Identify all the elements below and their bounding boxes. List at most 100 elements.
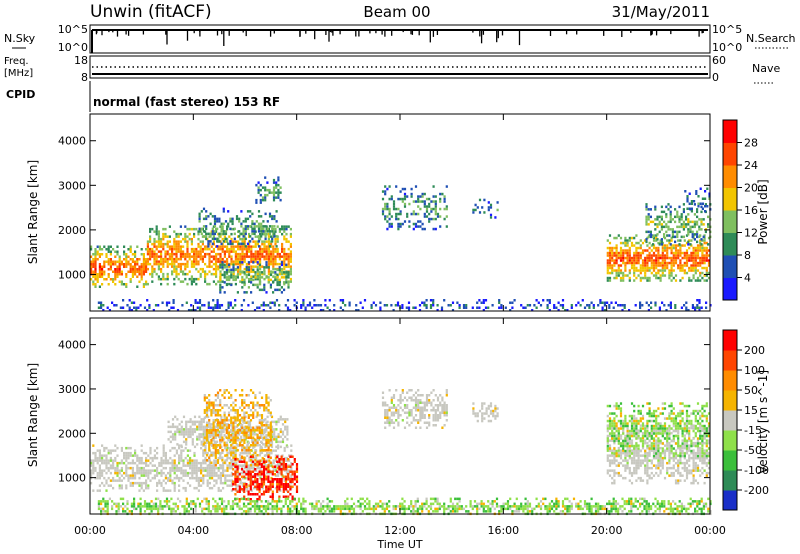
- heatmap-cell: [245, 429, 248, 432]
- heatmap-cell: [264, 225, 267, 228]
- heatmap-cell: [645, 238, 648, 241]
- heatmap-cell: [678, 218, 681, 221]
- heatmap-cell: [276, 478, 279, 481]
- heatmap-cell: [129, 484, 132, 487]
- heatmap-cell: [256, 441, 259, 444]
- heatmap-cell: [200, 471, 203, 475]
- heatmap-cell: [279, 428, 282, 431]
- heatmap-cell: [198, 299, 202, 302]
- heatmap-cell: [291, 498, 294, 501]
- heatmap-cell: [225, 389, 228, 392]
- heatmap-cell: [384, 411, 387, 414]
- heatmap-cell: [289, 252, 292, 256]
- heatmap-cell: [421, 301, 424, 304]
- heatmap-cell: [155, 227, 158, 231]
- heatmap-cell: [705, 249, 708, 252]
- heatmap-cell: [149, 255, 152, 258]
- heatmap-cell: [211, 215, 214, 218]
- heatmap-cell: [252, 257, 255, 261]
- heatmap-cell: [268, 191, 271, 194]
- heatmap-cell: [195, 267, 198, 271]
- heatmap-cell: [396, 301, 400, 304]
- heatmap-cell: [191, 430, 194, 434]
- heatmap-cell: [135, 309, 138, 312]
- heatmap-cell: [123, 476, 126, 480]
- heatmap-cell: [674, 304, 677, 307]
- heatmap-cell: [219, 426, 222, 429]
- heatmap-cell: [287, 260, 290, 263]
- heatmap-cell: [164, 476, 167, 480]
- heatmap-cell: [134, 263, 137, 266]
- heatmap-cell: [652, 269, 656, 272]
- heatmap-cell: [185, 440, 188, 444]
- heatmap-cell: [267, 465, 270, 468]
- heatmap-cell: [439, 401, 442, 404]
- heatmap-cell: [249, 426, 253, 429]
- heatmap-cell: [419, 225, 422, 228]
- heatmap-cell: [273, 232, 276, 236]
- heatmap-cell: [123, 454, 126, 457]
- heatmap-cell: [173, 461, 176, 465]
- heatmap-cell: [443, 197, 446, 201]
- heatmap-cell: [250, 461, 253, 465]
- heatmap-cell: [180, 459, 183, 462]
- heatmap-cell: [166, 277, 169, 281]
- heatmap-cell: [694, 279, 697, 282]
- heatmap-cell: [648, 251, 651, 255]
- heatmap-cell: [359, 301, 362, 304]
- heatmap-cell: [445, 391, 448, 394]
- heatmap-cell: [145, 265, 148, 268]
- colorbar-tick-label: 12: [744, 227, 758, 240]
- colorbar-swatch: [723, 120, 737, 143]
- heatmap-cell: [174, 415, 177, 419]
- nsky-axis-top: 10^5: [58, 23, 88, 36]
- heatmap-cell: [224, 474, 227, 477]
- heatmap-cell: [146, 252, 149, 256]
- heatmap-cell: [619, 259, 623, 262]
- heatmap-cell: [429, 304, 433, 307]
- heatmap-cell: [601, 309, 604, 312]
- heatmap-cell: [239, 245, 242, 248]
- heatmap-cell: [403, 406, 407, 409]
- heatmap-cell: [272, 262, 275, 266]
- heatmap-cell: [276, 455, 279, 458]
- heatmap-cell: [630, 236, 634, 240]
- heatmap-cell: [647, 213, 650, 216]
- heatmap-cell: [247, 304, 250, 307]
- heatmap-cell: [481, 206, 484, 209]
- heatmap-cell: [295, 463, 299, 466]
- heatmap-cell: [204, 446, 207, 450]
- heatmap-cell: [120, 466, 123, 470]
- heatmap-cell: [687, 230, 690, 234]
- heatmap-cell: [143, 306, 147, 309]
- heatmap-cell: [647, 218, 650, 221]
- heatmap-cell: [290, 444, 293, 447]
- heatmap-cell: [504, 306, 507, 309]
- heatmap-cell: [100, 304, 103, 307]
- heatmap-cell: [281, 267, 284, 271]
- heatmap-cell: [267, 490, 270, 493]
- heatmap-cell: [120, 446, 123, 450]
- heatmap-cell: [458, 304, 461, 307]
- heatmap-cell: [116, 253, 119, 256]
- heatmap-cell: [217, 260, 220, 263]
- heatmap-cell: [278, 262, 281, 266]
- heatmap-cell: [626, 254, 629, 257]
- heatmap-cell: [235, 433, 238, 436]
- heatmap-cell: [665, 215, 668, 219]
- heatmap-cell: [403, 192, 407, 196]
- heatmap-cell: [244, 245, 247, 248]
- heatmap-cell: [268, 245, 272, 248]
- heatmap-cell: [197, 461, 200, 465]
- heatmap-cell: [688, 254, 691, 257]
- heatmap-cell: [140, 459, 143, 462]
- heatmap-cell: [232, 245, 235, 248]
- heatmap-cell: [212, 306, 215, 309]
- heatmap-cell: [198, 212, 201, 216]
- heatmap-cell: [200, 227, 203, 231]
- heatmap-cell: [698, 301, 701, 304]
- heatmap-cell: [283, 265, 286, 268]
- heatmap-cell: [228, 456, 231, 460]
- heatmap-cell: [392, 414, 396, 417]
- heatmap-cell: [112, 464, 115, 467]
